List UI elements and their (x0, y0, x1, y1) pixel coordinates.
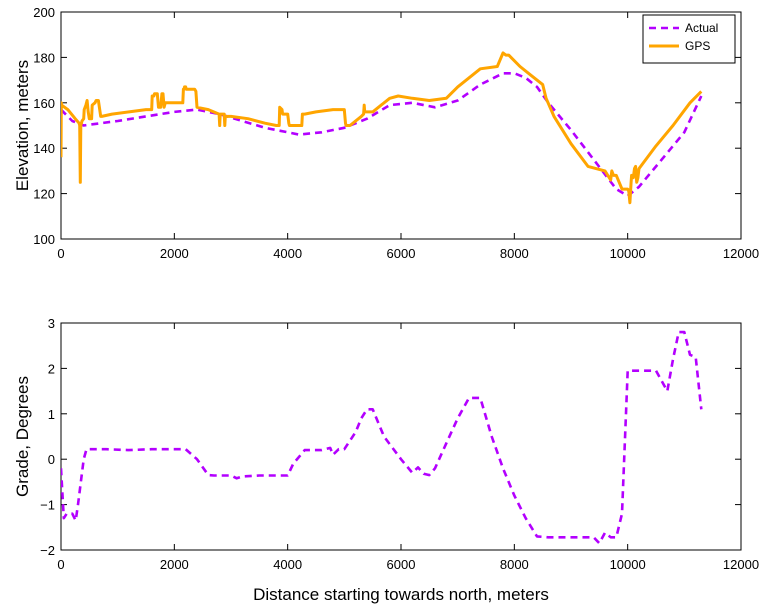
series-line-actual (61, 72, 703, 198)
x-axis-label: Distance starting towards north, meters (253, 585, 549, 604)
x-tick-label: 6000 (387, 246, 416, 261)
legend-label-gps: GPS (685, 39, 710, 53)
x-tick-label: 4000 (273, 557, 302, 572)
y-tick-label: 2 (48, 361, 55, 376)
y-tick-label: −2 (40, 543, 55, 558)
series-line-line-0 (61, 330, 703, 545)
x-tick-label: 0 (57, 246, 64, 261)
y-axis-label: Elevation, meters (13, 60, 32, 191)
x-tick-label: 8000 (500, 246, 529, 261)
y-tick-label: 140 (33, 141, 55, 156)
y-tick-label: 1 (48, 407, 55, 422)
x-tick-label: 2000 (160, 246, 189, 261)
legend-box (642, 14, 736, 64)
x-tick-label: 0 (57, 557, 64, 572)
x-tick-label: 2000 (160, 557, 189, 572)
x-tick-label: 10000 (610, 246, 646, 261)
y-tick-label: 120 (33, 187, 55, 202)
plot-area (60, 11, 742, 240)
y-tick-label: 200 (33, 5, 55, 20)
x-tick-label: 4000 (273, 246, 302, 261)
grade-panel: 0 2000 4000 6000 8000 10000 12000 −2 −1 0 1 2 3 Grade… (13, 316, 759, 604)
elevation-panel: 0 2000 4000 6000 8000 10000 12000 100 120 140 160 1… (13, 5, 759, 261)
y-tick-label: −1 (40, 498, 55, 513)
y-tick-label: 160 (33, 96, 55, 111)
series-line-gps (61, 51, 703, 205)
x-tick-label: 12000 (723, 557, 759, 572)
y-tick-label: 0 (48, 452, 55, 467)
series-group (61, 51, 703, 205)
x-tick-label: 6000 (387, 557, 416, 572)
y-tick-label: 180 (33, 50, 55, 65)
plot-area (60, 322, 742, 551)
x-tick-label: 12000 (723, 246, 759, 261)
legend: Actual GPS (642, 14, 736, 64)
y-tick-label: 100 (33, 232, 55, 247)
x-tick-label: 8000 (500, 557, 529, 572)
x-tick-label: 10000 (610, 557, 646, 572)
legend-label-actual: Actual (685, 21, 718, 35)
series-group (61, 330, 703, 545)
y-axis-label: Grade, Degrees (13, 376, 32, 497)
y-tick-label: 3 (48, 316, 55, 331)
